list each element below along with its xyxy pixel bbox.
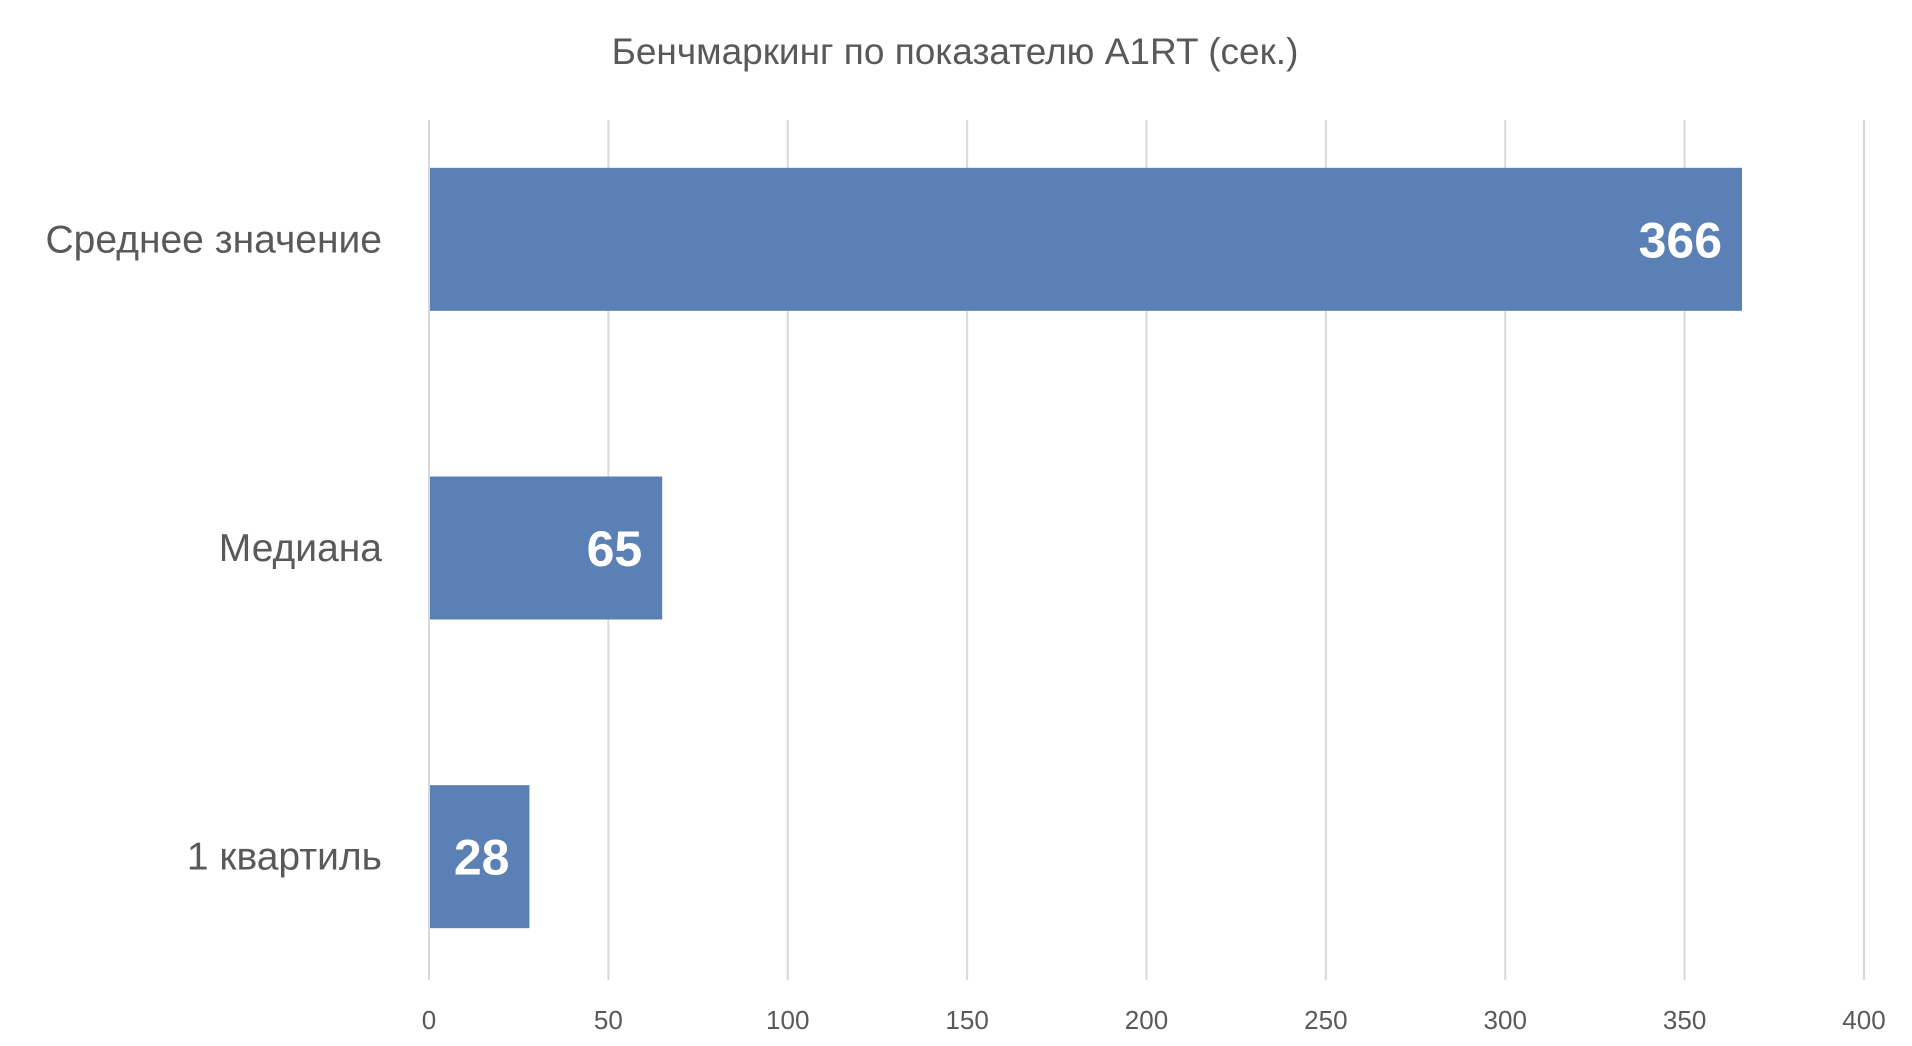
data-label: 366 [1639,212,1722,268]
bar [430,785,530,929]
bar [430,476,663,620]
x-tick-label: 350 [1663,1005,1706,1035]
data-label: 28 [454,830,510,886]
category-label: Среднее значение [46,218,382,261]
chart-title: Бенчмаркинг по показателю A1RT (сек.) [612,31,1299,72]
x-tick-label: 50 [594,1005,623,1035]
x-tick-label: 100 [766,1005,809,1035]
bar [430,167,1743,311]
x-tick-label: 0 [422,1005,436,1035]
category-label: Медиана [219,527,383,570]
x-tick-label: 150 [945,1005,988,1035]
x-tick-label: 250 [1304,1005,1347,1035]
data-label: 65 [587,521,643,577]
x-tick-label: 300 [1484,1005,1527,1035]
x-tick-label: 200 [1125,1005,1168,1035]
x-tick-label: 400 [1842,1005,1885,1035]
category-label: 1 квартиль [187,836,382,879]
